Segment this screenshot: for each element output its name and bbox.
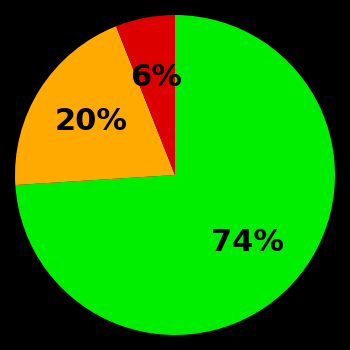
Wedge shape [116,15,175,175]
Wedge shape [15,26,175,185]
Text: 6%: 6% [131,63,182,92]
Text: 20%: 20% [55,107,128,136]
Text: 74%: 74% [211,229,284,257]
Wedge shape [15,15,335,335]
